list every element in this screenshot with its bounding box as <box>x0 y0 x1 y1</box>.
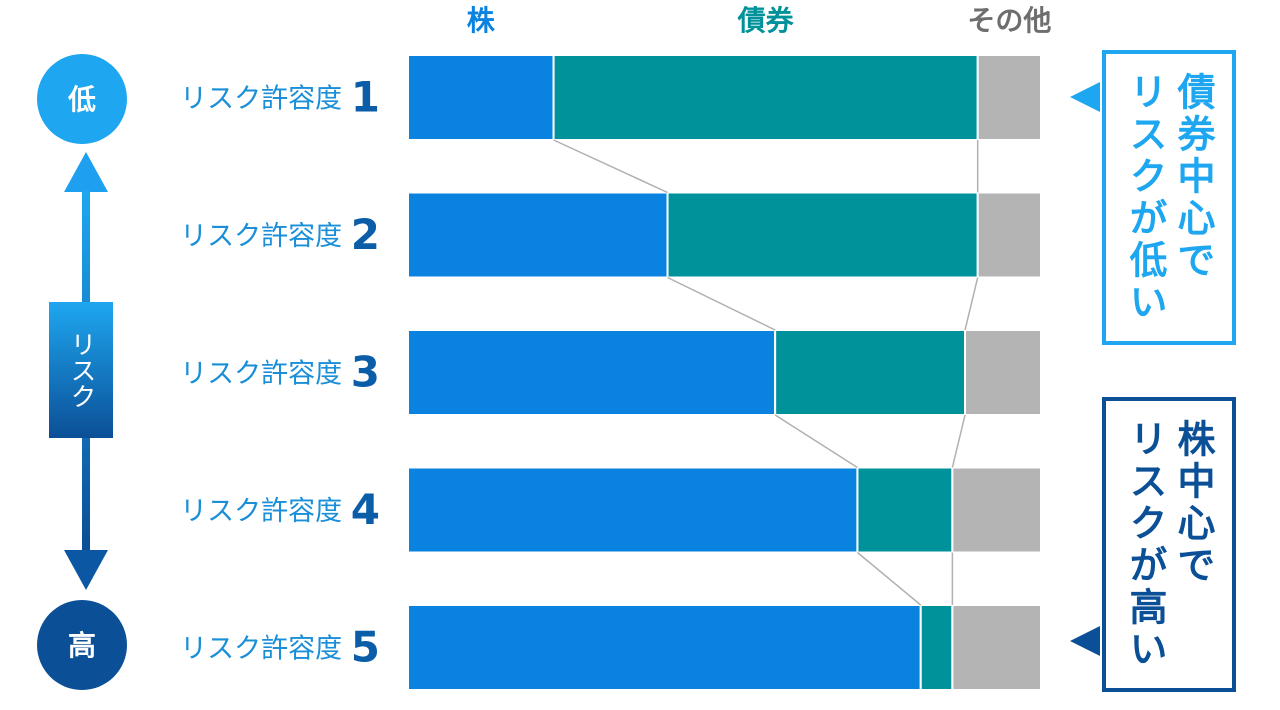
bar-segment <box>666 191 979 279</box>
legend-label: 債券 <box>737 4 795 37</box>
bar-segment <box>407 466 859 554</box>
connector <box>553 139 668 194</box>
bar-segment <box>976 54 1043 141</box>
bar-segment <box>951 466 1043 554</box>
bar-segment <box>407 54 555 141</box>
annotation-line: リスクが低い <box>1123 71 1167 324</box>
high-circle <box>37 600 127 690</box>
connector <box>964 277 979 331</box>
annotation-text: 債券中心で リスクが低い <box>1121 72 1217 324</box>
category-label: リスク許容度 2 <box>180 210 380 259</box>
arrow-up <box>64 152 108 192</box>
risk-label: リスク <box>66 331 96 409</box>
bar-segment <box>552 54 979 141</box>
high-label: 高 <box>68 629 96 662</box>
category-label: リスク許容度 4 <box>180 485 380 534</box>
bar-segment <box>919 604 954 691</box>
connector <box>951 414 966 468</box>
bar-segment <box>407 191 669 279</box>
risk-box <box>49 302 113 438</box>
annotation-box: 債券中心で リスクが低い <box>1102 50 1236 345</box>
annotation-text: 株中心で リスクが高い <box>1121 419 1217 671</box>
annotation-box: 株中心で リスクが高い <box>1102 397 1236 692</box>
low-circle <box>37 54 127 144</box>
category-label: リスク許容度 3 <box>180 347 380 396</box>
annotation-line: 株中心で <box>1171 418 1215 587</box>
annotation-line: 債券中心で <box>1171 71 1215 282</box>
bar-segment <box>951 604 1043 691</box>
connector <box>856 551 922 606</box>
bar-segment <box>856 466 954 554</box>
bar-segment <box>407 604 922 691</box>
low-label: 低 <box>67 83 96 116</box>
legend-label: その他 <box>967 4 1051 37</box>
bar-segment <box>976 191 1043 279</box>
arrow-down <box>64 550 108 590</box>
legend-label: 株 <box>467 4 496 37</box>
connector <box>667 276 776 331</box>
bar-segment <box>964 329 1042 416</box>
pointer-low <box>1070 82 1100 112</box>
category-label: リスク許容度 1 <box>180 72 380 121</box>
annotation-line: リスクが高い <box>1123 418 1167 671</box>
bar-segment <box>407 329 777 416</box>
connector <box>774 414 858 469</box>
pointer-high <box>1070 626 1100 656</box>
category-label: リスク許容度 5 <box>180 622 380 671</box>
bar-segment <box>774 329 967 416</box>
